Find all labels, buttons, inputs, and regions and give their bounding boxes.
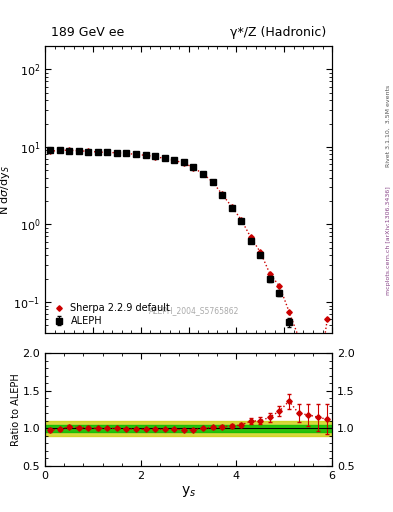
Sherpa 2.2.9 default xyxy=(191,164,196,170)
Sherpa 2.2.9 default xyxy=(220,191,224,197)
Sherpa 2.2.9 default xyxy=(67,147,72,153)
Y-axis label: N d$\sigma$/dy$_S$: N d$\sigma$/dy$_S$ xyxy=(0,164,12,215)
Sherpa 2.2.9 default xyxy=(230,203,234,209)
Sherpa 2.2.9 default xyxy=(172,157,177,163)
Line: Sherpa 2.2.9 default: Sherpa 2.2.9 default xyxy=(48,148,329,385)
Sherpa 2.2.9 default xyxy=(153,154,158,160)
Sherpa 2.2.9 default xyxy=(143,152,148,158)
Sherpa 2.2.9 default xyxy=(306,357,310,363)
Sherpa 2.2.9 default xyxy=(296,334,301,340)
Sherpa 2.2.9 default xyxy=(200,170,205,177)
Sherpa 2.2.9 default xyxy=(210,179,215,185)
Sherpa 2.2.9 default xyxy=(287,309,292,315)
Sherpa 2.2.9 default xyxy=(248,234,253,241)
Text: ALEPH_2004_S5765862: ALEPH_2004_S5765862 xyxy=(149,307,240,315)
Text: Rivet 3.1.10,  3.5M events: Rivet 3.1.10, 3.5M events xyxy=(386,85,391,167)
Sherpa 2.2.9 default xyxy=(134,152,138,158)
Sherpa 2.2.9 default xyxy=(86,148,90,154)
Sherpa 2.2.9 default xyxy=(124,151,129,157)
Sherpa 2.2.9 default xyxy=(76,148,81,154)
Legend: Sherpa 2.2.9 default, ALEPH: Sherpa 2.2.9 default, ALEPH xyxy=(50,301,172,328)
Sherpa 2.2.9 default xyxy=(239,217,244,223)
Sherpa 2.2.9 default xyxy=(316,380,320,386)
Sherpa 2.2.9 default xyxy=(162,155,167,161)
Y-axis label: Ratio to ALEPH: Ratio to ALEPH xyxy=(11,373,21,446)
X-axis label: y$_s$: y$_s$ xyxy=(181,483,196,499)
Sherpa 2.2.9 default xyxy=(277,283,282,289)
Sherpa 2.2.9 default xyxy=(325,316,330,322)
Text: γ*/Z (Hadronic): γ*/Z (Hadronic) xyxy=(230,26,326,39)
Sherpa 2.2.9 default xyxy=(182,160,186,166)
Sherpa 2.2.9 default xyxy=(48,148,52,154)
Sherpa 2.2.9 default xyxy=(258,249,263,255)
Text: mcplots.cern.ch [arXiv:1306.3436]: mcplots.cern.ch [arXiv:1306.3436] xyxy=(386,187,391,295)
Text: 189 GeV ee: 189 GeV ee xyxy=(51,26,124,39)
Sherpa 2.2.9 default xyxy=(95,149,100,155)
Sherpa 2.2.9 default xyxy=(57,147,62,154)
Sherpa 2.2.9 default xyxy=(105,150,110,156)
Sherpa 2.2.9 default xyxy=(268,271,272,277)
Sherpa 2.2.9 default xyxy=(115,150,119,156)
